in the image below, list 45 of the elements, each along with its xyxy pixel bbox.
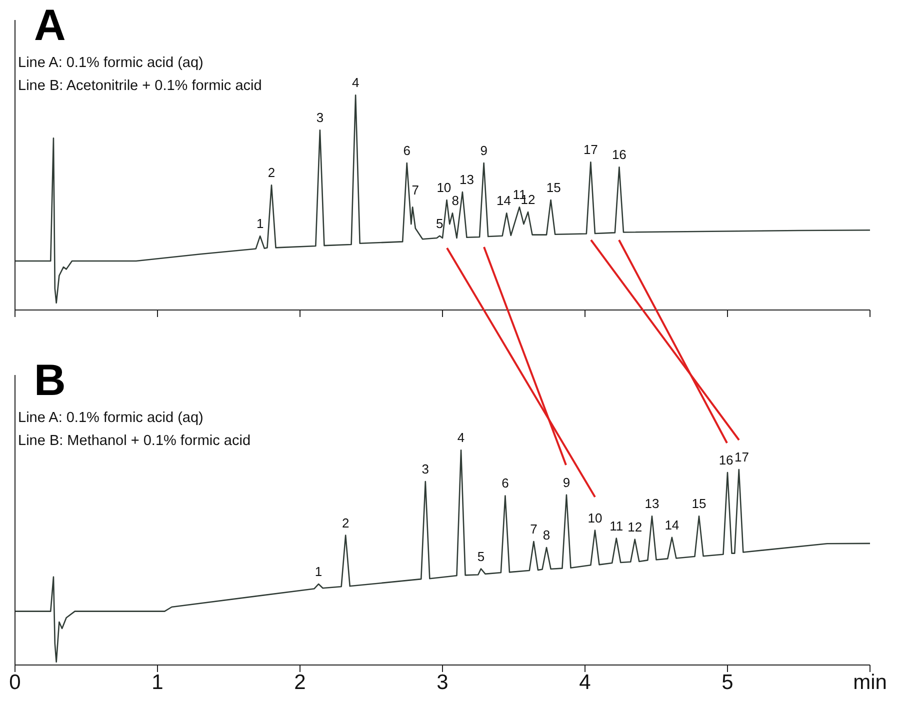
annotation: 2 (342, 515, 350, 530)
annotation: 5 (436, 216, 444, 231)
x-tick-label: 2 (294, 670, 306, 694)
annotation: 14 (664, 517, 680, 532)
chart-title: B (34, 356, 66, 405)
x-tick-label: 0 (9, 670, 21, 694)
annotation: 8 (452, 193, 459, 208)
annotation: 1 (256, 216, 264, 232)
annotation: 5 (477, 548, 485, 564)
x-tick-label: min (853, 670, 887, 694)
annotation: 17 (583, 142, 598, 158)
chart-title: A (34, 1, 66, 50)
annotation: 7 (530, 521, 538, 536)
annotation: 16 (718, 452, 734, 468)
x-tick-label: 1 (152, 670, 164, 694)
annotation: 4 (352, 75, 360, 90)
x-tick-label: 5 (722, 670, 734, 694)
annotation: 4 (457, 430, 465, 446)
annotation: 6 (502, 476, 509, 491)
annotation: 12 (628, 519, 642, 534)
annotation: 15 (546, 180, 561, 196)
annotation: 3 (316, 110, 324, 126)
annotation: 10 (588, 510, 602, 526)
annotation: 6 (403, 143, 410, 158)
text: Line A: 0.1% formic acid (aq) (18, 54, 204, 73)
x-tick-label: 3 (436, 670, 448, 694)
annotation: 17 (734, 450, 749, 465)
annotation: 9 (562, 474, 570, 490)
annotation: 8 (542, 527, 550, 542)
text: Line A: 0.1% formic acid (aq) (18, 409, 204, 428)
annotation: 13 (644, 496, 660, 512)
annotation: 9 (480, 143, 488, 158)
annotation: 13 (459, 172, 474, 188)
annotation: 2 (268, 165, 276, 180)
annotation: 1 (314, 564, 322, 580)
annotation: 10 (436, 180, 452, 196)
text: Line B: Methanol + 0.1% formic acid (18, 432, 251, 451)
annotation: 7 (412, 182, 420, 198)
x-tick-label: 4 (579, 670, 592, 694)
annotation: 15 (692, 496, 706, 512)
text: Line B: Acetonitrile + 0.1% formic acid (18, 77, 262, 96)
annotation: 16 (612, 147, 626, 162)
annotation: 14 (496, 193, 512, 208)
annotation: 3 (422, 462, 430, 477)
annotation: 11 (610, 518, 624, 534)
